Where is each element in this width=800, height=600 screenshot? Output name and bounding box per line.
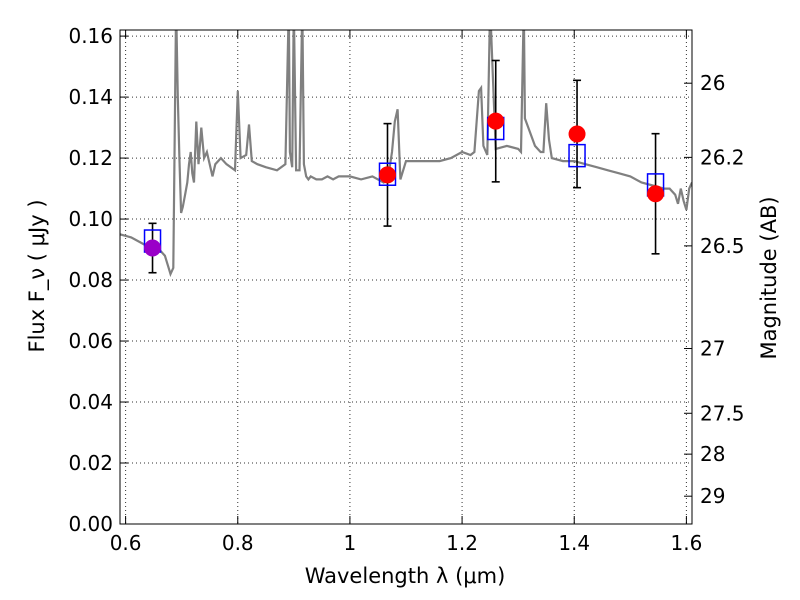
model-spectrum (120, 30, 692, 278)
right-tick-label: 27 (700, 337, 725, 361)
y-tick-label: 0.06 (68, 329, 113, 353)
x-tick-label: 0.8 (222, 531, 254, 555)
right-tick-label: 27.5 (700, 401, 745, 425)
y-tick-label: 0.00 (68, 512, 113, 536)
y-tick-label: 0.12 (68, 146, 113, 170)
right-tick-label: 28 (700, 442, 725, 466)
observed-photometry-points (144, 112, 665, 257)
model-photometry-points (143, 116, 665, 253)
observed-point-marker (568, 125, 586, 143)
y-tick-label: 0.10 (68, 207, 113, 231)
plot-frame (119, 29, 693, 525)
x-tick-label: 1.6 (670, 531, 702, 555)
x-tick-label: 1.2 (446, 531, 478, 555)
right-tick-label: 26 (700, 71, 725, 95)
y-tick-label: 0.02 (68, 451, 113, 475)
observed-point-marker (378, 166, 396, 184)
right-axis-label: Magnitude (AB) (757, 196, 781, 359)
right-tick-label: 26.2 (700, 145, 745, 169)
right-tick-label: 29 (700, 484, 725, 508)
grid-lines (120, 30, 692, 524)
y-tick-label: 0.16 (68, 24, 113, 48)
observed-point-marker (647, 185, 665, 203)
model-spectrum-line (120, 30, 692, 278)
x-tick-label: 1.4 (558, 531, 590, 555)
y-tick-label: 0.14 (68, 85, 113, 109)
y-tick-label: 0.04 (68, 390, 113, 414)
x-axis-label: Wavelength λ (μm) (305, 564, 506, 588)
right-tick-label: 26.5 (700, 234, 745, 258)
x-tick-label: 0.6 (110, 531, 142, 555)
x-tick-label: 1 (344, 531, 357, 555)
observed-point-marker (144, 239, 162, 257)
y-axis-label: Flux F_ν ( μJy ) (25, 199, 50, 352)
y-tick-label: 0.08 (68, 268, 113, 292)
observed-point-marker (487, 112, 505, 130)
model-point-marker (568, 143, 586, 168)
axes: 0.6 0.8 1 1.2 1.4 1.6 0.00 0.02 0.04 0.06 0.08 0.10… (68, 24, 744, 555)
